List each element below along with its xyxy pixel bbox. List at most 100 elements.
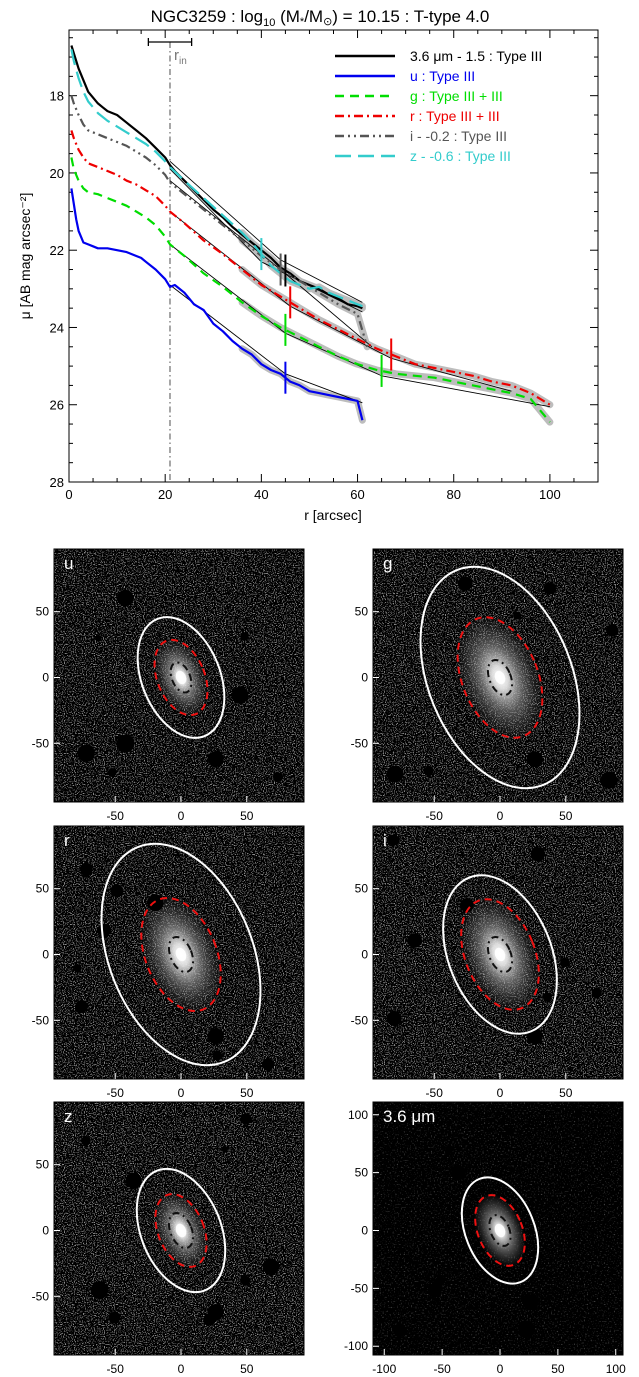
panel-y-tick-label: -50 <box>32 1013 50 1027</box>
panel-y-tick-label: 0 <box>361 671 368 685</box>
panel-label: z <box>64 1107 73 1126</box>
panel-image <box>54 549 304 802</box>
break-ellipse-red <box>154 1193 208 1268</box>
galaxy-core <box>175 670 187 685</box>
y-tick-label: 26 <box>50 398 64 413</box>
outer-ellipse-white <box>100 842 262 1067</box>
legend-label: g : Type III + III <box>410 88 503 104</box>
masked-star <box>110 884 124 898</box>
masked-star <box>116 734 135 753</box>
panel-frame <box>372 825 624 1080</box>
masked-star <box>459 898 474 913</box>
series-line <box>70 95 369 348</box>
title-slash: /M <box>304 7 323 26</box>
panel-y-tick-label: 50 <box>355 1166 369 1180</box>
profile-chart: NGC3259 : log10 (M*/M⊙) = 10.15 : T-type… <box>17 7 599 523</box>
break-ellipse-red <box>153 638 209 717</box>
masked-star <box>388 834 400 846</box>
panel-image <box>373 1102 623 1355</box>
break-ellipse-red <box>456 616 544 739</box>
masked-star <box>80 865 93 877</box>
masked-star <box>407 933 422 948</box>
x-tick-label: 20 <box>158 487 172 502</box>
masked-star <box>77 744 95 763</box>
y-tick-label: 28 <box>50 475 64 490</box>
inner-ellipse-black <box>167 1211 195 1250</box>
axis-ticks: 0 20 40 60 80 100 18 20 22 24 26 28 <box>50 30 599 502</box>
panel-x-tick-label: 0 <box>178 1086 185 1100</box>
masked-star <box>542 992 552 1002</box>
panel-y-tick-label: -50 <box>351 736 369 750</box>
legend-label: 3.6 μm - 1.5 : Type III <box>410 48 542 64</box>
x-tick-label: 0 <box>65 487 72 502</box>
panel-frame <box>372 1101 624 1356</box>
panel-x-tick-label: 50 <box>559 809 573 823</box>
masked-star <box>90 1281 109 1300</box>
fit-line <box>290 305 392 359</box>
inner-ellipse-black <box>167 935 195 974</box>
masked-star <box>68 558 76 565</box>
masked-star <box>522 1294 539 1311</box>
panel-x-tick-label: 0 <box>497 1086 504 1100</box>
title-suffix: ) = 10.15 : T-type 4.0 <box>332 7 489 26</box>
masked-star <box>95 634 102 642</box>
title-subscript: 10 <box>263 17 275 29</box>
series-line <box>70 157 551 423</box>
masked-star <box>207 751 224 768</box>
fit-line <box>381 375 550 408</box>
masked-star <box>73 964 82 973</box>
masked-star <box>513 611 522 620</box>
panel-label: 3.6 μm <box>383 1107 435 1126</box>
panel-image <box>54 1102 304 1355</box>
panel-y-tick-label: 0 <box>42 671 49 685</box>
masked-star <box>446 1145 454 1153</box>
masked-star <box>526 751 543 768</box>
masked-star <box>262 1258 280 1276</box>
masked-star <box>451 1165 466 1181</box>
panel-y-tick-label: -50 <box>351 1013 369 1027</box>
panel-x-tick-label: -50 <box>107 1086 125 1100</box>
image-panel-4: i -50 0 50 50 0 -50 <box>351 825 624 1100</box>
masked-star <box>386 765 404 783</box>
image-panel-1: u -50 0 50 50 0 -50 <box>32 548 305 823</box>
y-axis-label: μ [AB mag arcsec⁻²] <box>17 193 33 320</box>
masked-star <box>81 1136 91 1146</box>
image-panel-5: z -50 0 50 50 0 -50 <box>32 1101 305 1376</box>
break-markers <box>260 238 393 394</box>
series-line <box>70 49 363 308</box>
panel-y-tick-label: 50 <box>355 882 369 896</box>
fit-line <box>169 284 286 375</box>
error-band <box>238 298 554 426</box>
outer-ellipse-white <box>419 565 581 790</box>
image-panel-6: 3.6 μm -100 -50 0 50 100 100 50 0 -50 -100 <box>344 1101 626 1376</box>
outer-ellipse-white <box>460 1176 540 1285</box>
panel-y-tick-label: 0 <box>42 948 49 962</box>
error-bands <box>238 229 554 426</box>
panel-x-tick-label: 50 <box>240 1086 254 1100</box>
panel-x-tick-label: 50 <box>559 1086 573 1100</box>
outer-ellipse-white <box>442 874 558 1035</box>
chart-title: NGC3259 : log10 (M*/M⊙) = 10.15 : T-type… <box>151 7 490 29</box>
fit-lines <box>169 161 550 408</box>
masked-star <box>505 1127 514 1136</box>
galaxy-core <box>175 947 187 962</box>
panel-x-tick-label: -50 <box>426 809 444 823</box>
panel-x-tick-label: 0 <box>178 809 185 823</box>
y-tick-label: 24 <box>50 320 64 335</box>
error-band <box>238 229 366 310</box>
series-line <box>70 45 363 310</box>
panel-label: g <box>383 554 392 573</box>
masked-star <box>207 1028 224 1045</box>
panel-x-tick-label: 50 <box>240 1362 254 1376</box>
masked-star <box>386 1011 402 1026</box>
panel-x-tick-label: -50 <box>107 809 125 823</box>
masked-star <box>273 772 283 782</box>
panel-y-tick-label: -50 <box>32 736 50 750</box>
x-tick-label: 60 <box>350 487 364 502</box>
masked-star <box>530 847 546 862</box>
outer-ellipse-white <box>136 616 226 739</box>
panel-label: i <box>383 831 387 850</box>
x-tick-label: 100 <box>539 487 561 502</box>
legend: 3.6 μm - 1.5 : Type III u : Type III g : T… <box>335 48 542 164</box>
